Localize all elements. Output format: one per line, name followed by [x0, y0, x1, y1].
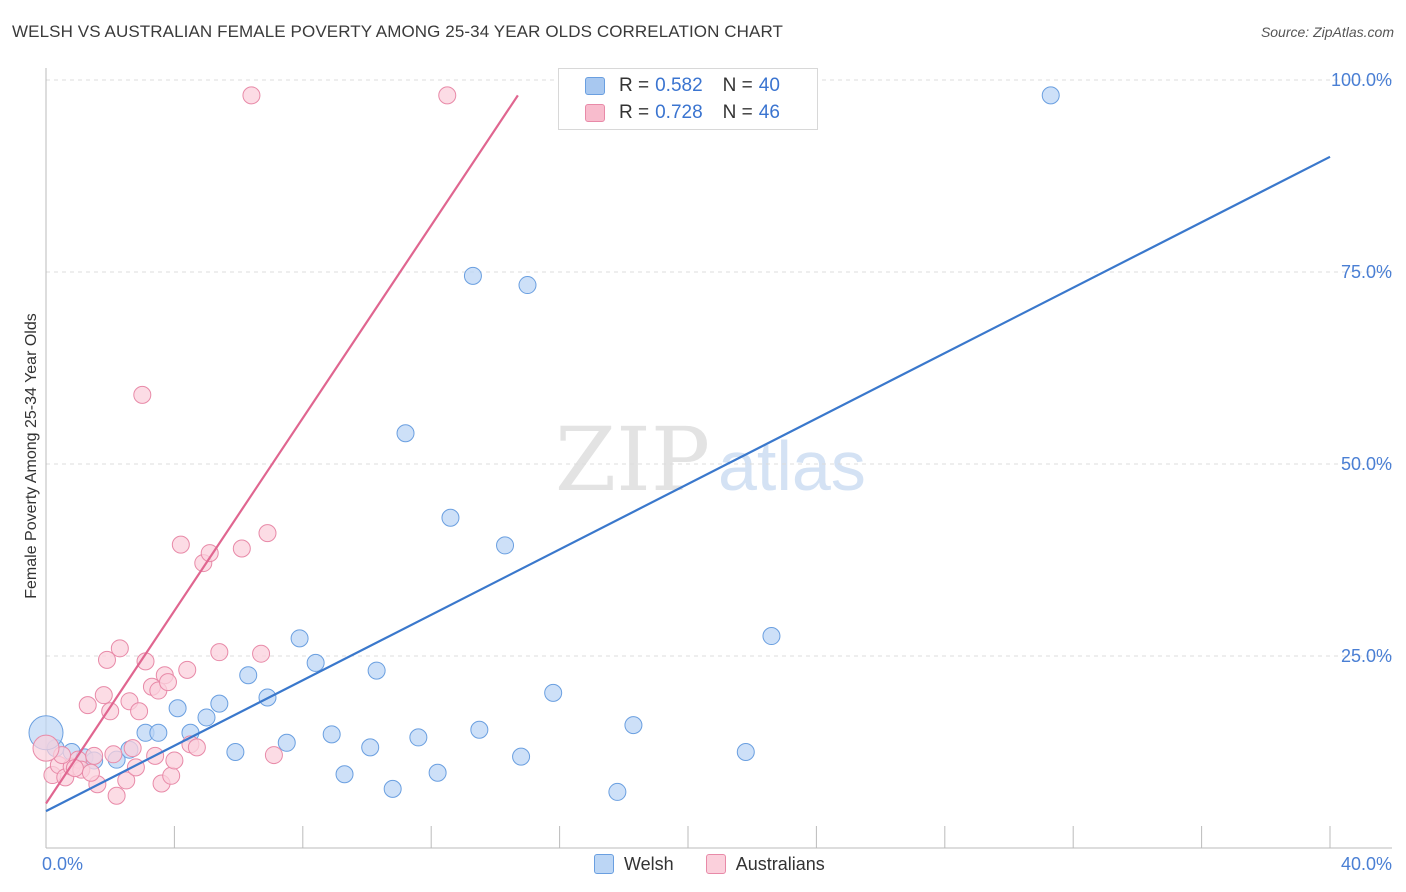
y-tick-label: 25.0%	[1341, 646, 1392, 666]
welsh-point	[624, 716, 643, 735]
watermark-atlas: atlas	[718, 427, 866, 505]
legend-row-australians: R = 0.728 N = 46	[585, 101, 780, 125]
australians-point	[117, 771, 136, 790]
australians-point	[438, 86, 457, 105]
australians-point	[110, 639, 129, 658]
australians-point	[171, 535, 190, 554]
legend-australians-label[interactable]: Australians	[735, 853, 825, 874]
welsh-point	[239, 666, 258, 685]
welsh-r-label: R =	[619, 75, 650, 96]
australians-point	[78, 696, 97, 715]
welsh-swatch	[585, 77, 605, 95]
welsh-point	[409, 728, 428, 747]
welsh-point	[762, 627, 781, 646]
gridlines	[46, 79, 1392, 657]
welsh-point	[168, 699, 187, 718]
australians-r-label: R =	[619, 102, 650, 123]
australians-point	[232, 539, 251, 558]
australians-point	[107, 786, 126, 805]
data-points	[28, 86, 1060, 805]
australians-point	[104, 745, 123, 764]
welsh-n-value: 40	[758, 75, 780, 96]
welsh-point	[383, 779, 402, 798]
welsh-point	[512, 747, 531, 766]
australians-point	[258, 524, 277, 543]
series-legend: Welsh Australians	[594, 851, 825, 877]
y-axis-title: Female Poverty Among 25-34 Year Olds	[23, 313, 40, 599]
australians-r-value: 0.728	[655, 102, 703, 123]
australians-point	[85, 746, 104, 765]
welsh-point	[518, 276, 537, 295]
legend-australians-swatch[interactable]	[705, 854, 726, 874]
australians-point	[187, 738, 206, 757]
welsh-point	[197, 708, 216, 727]
welsh-point	[210, 694, 229, 713]
australians-point	[210, 643, 229, 662]
x-tick-label: 0.0%	[42, 854, 83, 874]
australians-point	[165, 751, 184, 770]
welsh-point	[428, 763, 447, 782]
welsh-point	[322, 725, 341, 744]
australians-point	[123, 739, 142, 758]
australians-trend-line	[45, 94, 519, 805]
australians-point	[242, 86, 261, 105]
welsh-point	[306, 653, 325, 672]
welsh-trend-line	[45, 155, 1331, 813]
watermark-zip: ZIP	[555, 408, 710, 511]
legend-row-welsh: R = 0.582 N = 40	[585, 74, 780, 98]
welsh-point	[736, 743, 755, 761]
trend-lines	[45, 94, 1331, 813]
welsh-point	[470, 720, 489, 739]
australians-point	[162, 766, 181, 785]
welsh-point	[1041, 86, 1060, 105]
australians-point	[200, 544, 219, 563]
y-tick-label: 75.0%	[1341, 262, 1392, 282]
australians-point	[94, 686, 113, 705]
welsh-point	[544, 683, 563, 702]
welsh-n-label: N =	[722, 75, 753, 96]
legend-welsh-swatch[interactable]	[594, 854, 614, 874]
welsh-point	[226, 743, 245, 761]
welsh-point	[367, 661, 386, 680]
welsh-point	[608, 782, 627, 801]
welsh-point	[361, 738, 380, 757]
welsh-r-value: 0.582	[655, 75, 703, 96]
welsh-point	[463, 266, 482, 285]
welsh-point	[335, 765, 354, 784]
australians-cluster-point	[32, 734, 60, 762]
legend-welsh-label[interactable]: Welsh	[624, 853, 674, 874]
australians-point	[252, 644, 271, 663]
australians-n-label: N =	[722, 102, 753, 123]
australians-point	[101, 702, 120, 721]
australians-point	[133, 385, 152, 404]
australians-point	[81, 763, 100, 782]
y-tick-label: 50.0%	[1341, 454, 1392, 474]
welsh-point	[441, 508, 460, 527]
australians-point	[158, 673, 177, 692]
x-tick-label: 40.0%	[1341, 854, 1392, 874]
y-tick-label: 100.0%	[1331, 70, 1392, 90]
australians-point	[178, 660, 197, 679]
australians-point	[130, 702, 149, 721]
source-credit: Source: ZipAtlas.com	[1260, 24, 1394, 40]
australians-swatch	[585, 104, 605, 122]
australians-n-value: 46	[758, 102, 780, 123]
australians-point	[264, 746, 283, 765]
tick-labels: 25.0% 50.0% 75.0% 100.0% 0.0% 40.0%	[42, 70, 1392, 874]
welsh-point	[496, 536, 515, 555]
welsh-point	[277, 733, 296, 752]
chart-title: WELSH VS AUSTRALIAN FEMALE POVERTY AMONG…	[12, 22, 784, 41]
welsh-point	[396, 424, 415, 443]
welsh-point	[149, 723, 168, 742]
australians-point	[97, 650, 116, 669]
correlation-legend: R = 0.582 N = 40 R = 0.728 N = 46	[558, 68, 818, 130]
watermark: ZIP atlas	[555, 408, 866, 511]
welsh-point	[290, 629, 309, 648]
